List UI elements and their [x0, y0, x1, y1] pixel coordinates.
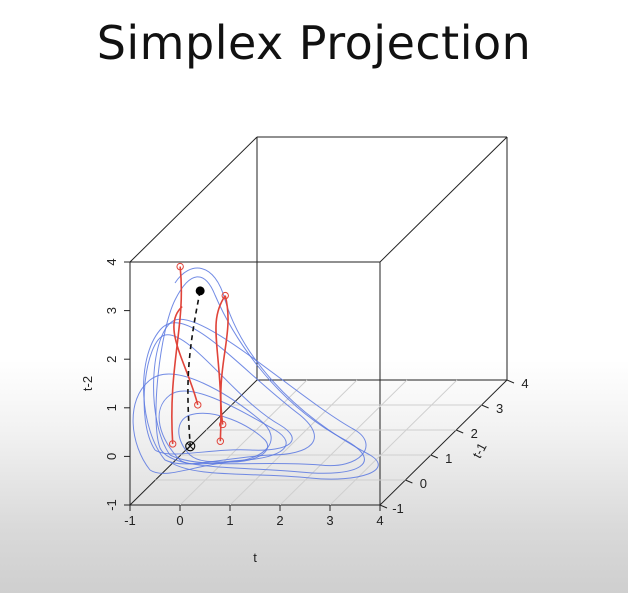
attractor-loop [169, 267, 379, 480]
slide-title: Simplex Projection [96, 16, 532, 70]
y-tick [405, 479, 413, 484]
neighbor-path [171, 266, 183, 444]
neighbor-path [173, 305, 199, 406]
neighbor-path [220, 295, 229, 425]
neighbor-point [169, 440, 177, 448]
x-tick-label: 1 [226, 513, 233, 528]
neighbor-point [219, 420, 227, 429]
attractor-loop [143, 322, 315, 465]
y-tick-label: 2 [471, 426, 478, 441]
attractor-loop [143, 334, 293, 455]
x-tick-label: 3 [326, 513, 333, 528]
attractor-trajectories [132, 267, 379, 480]
neighbor-point [176, 262, 184, 271]
z-tick-label: -1 [104, 499, 119, 511]
y-tick-label: 1 [445, 451, 452, 466]
y-tick [506, 379, 515, 384]
projected-point [185, 441, 196, 452]
x-tick-label: 0 [176, 513, 183, 528]
projection-path [187, 290, 201, 447]
floor-gridline-x [279, 379, 408, 506]
y-tick [430, 454, 438, 459]
axis-ticks: -1 0 1 2 3 4 -1 0 1 2 3 4 -1 0 1 2 3 4 t t-2 t-1 [80, 258, 529, 565]
floor-grid [155, 379, 482, 506]
markers [169, 262, 229, 452]
y-tick-label: -1 [392, 501, 404, 516]
y-tick [456, 429, 464, 434]
neighbor-point [221, 291, 229, 300]
z-tick-label: 4 [104, 258, 119, 265]
y-tick [379, 504, 388, 509]
z-tick-label: 2 [104, 356, 119, 363]
neighbor-point [194, 401, 202, 409]
z-tick-label: 1 [104, 404, 119, 411]
z-tick-label: 3 [104, 307, 119, 314]
cube-edge [379, 136, 508, 263]
neighbor-trajectories [171, 266, 229, 444]
y-tick [481, 404, 489, 409]
attractor-loop [178, 412, 268, 463]
y-tick-label: 4 [521, 376, 528, 391]
attractor-loop [153, 318, 367, 467]
y-axis-title: t-1 [469, 440, 489, 460]
z-axis-title: t-2 [80, 376, 95, 391]
neighbor-point [216, 437, 225, 445]
x-axis-title: t [253, 550, 257, 565]
cube-frame [129, 136, 508, 506]
y-tick-label: 0 [420, 476, 427, 491]
x-tick-label: -1 [124, 513, 136, 528]
attractor-loop [155, 276, 365, 474]
z-tick-label: 0 [104, 453, 119, 460]
floor-gridline-x [179, 379, 308, 506]
x-tick-label: 4 [376, 513, 383, 528]
attractor-loop [132, 373, 272, 474]
x-tick-label: 2 [276, 513, 283, 528]
projected-point-cross [186, 442, 194, 450]
target-point [195, 286, 205, 296]
y-tick-label: 3 [496, 401, 503, 416]
floor-gridline-x [229, 379, 358, 506]
cube-edge [379, 379, 508, 506]
cube-edge [129, 136, 258, 263]
floor-gridline-x [329, 379, 458, 506]
